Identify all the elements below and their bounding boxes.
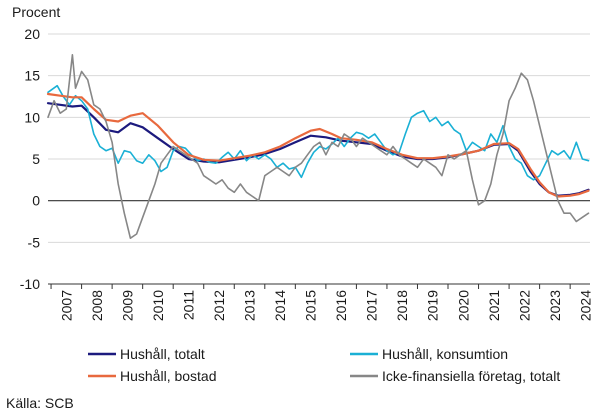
x-tick-label: 2018: [394, 290, 410, 321]
y-tick-label: -10: [20, 276, 40, 292]
x-tick-label: 2015: [303, 290, 319, 321]
y-axis-title: Procent: [12, 4, 60, 20]
legend-label: Hushåll, totalt: [120, 346, 205, 362]
x-tick-label: 2012: [211, 290, 227, 321]
y-tick-label: 20: [24, 26, 40, 42]
x-axis-ticks: 2007 2008 2009 2010 2011 2012 2013 2014 2015 2016…: [48, 283, 593, 321]
x-tick-label: 2013: [242, 290, 258, 321]
x-tick-label: 2021: [486, 290, 502, 321]
x-tick-label: 2023: [547, 290, 563, 321]
source-note: Källa: SCB: [6, 395, 74, 411]
legend-label: Hushåll, bostad: [120, 368, 217, 384]
x-tick-label: 2022: [516, 290, 532, 321]
y-tick-label: 0: [32, 193, 40, 209]
series-lines: [46, 54, 590, 239]
series-line-3: [46, 92, 590, 198]
x-tick-label: 2007: [58, 290, 74, 321]
x-tick-label: 2017: [364, 290, 380, 321]
x-tick-label: 2016: [333, 290, 349, 321]
legend: Hushåll, totalt Hushåll, konsumtion Hushål…: [88, 346, 560, 384]
x-tick-label: 2008: [89, 290, 105, 321]
x-tick-label: 2011: [180, 290, 196, 320]
legend-label: Icke-finansiella företag, totalt: [382, 368, 560, 384]
y-tick-label: 15: [24, 68, 40, 84]
x-tick-label: 2024: [577, 290, 593, 321]
y-tick-label: 10: [24, 109, 40, 125]
y-tick-label: -5: [28, 234, 41, 250]
series-line-2: [47, 84, 590, 181]
x-tick-label: 2014: [272, 290, 288, 321]
x-tick-label: 2020: [455, 290, 471, 321]
x-tick-label: 2019: [425, 290, 441, 321]
y-axis-ticks: 20 15 10 5 0 -5 -10: [20, 26, 40, 292]
x-tick-label: 2010: [150, 290, 166, 321]
y-tick-label: 5: [32, 151, 40, 167]
series-line-4: [47, 54, 590, 239]
grid-lines: [48, 33, 590, 285]
legend-label: Hushåll, konsumtion: [382, 346, 508, 362]
x-tick-label: 2009: [119, 290, 135, 321]
